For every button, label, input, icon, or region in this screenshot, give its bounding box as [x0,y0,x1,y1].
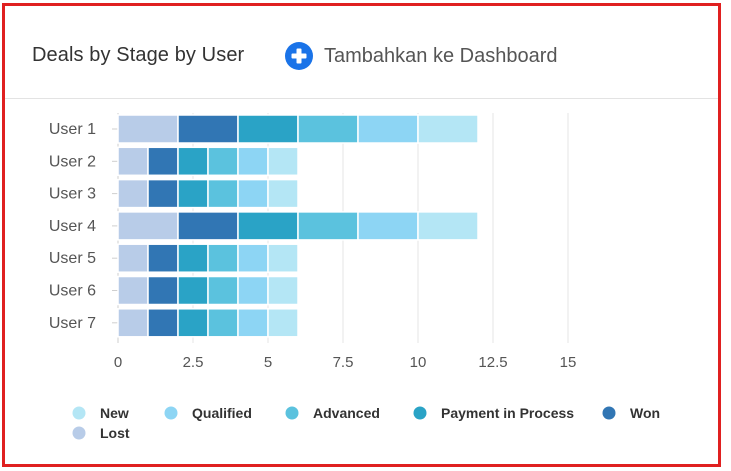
bar-user-5-payment-in-process [177,243,209,273]
x-tick-label-12-5: 12.5 [478,354,507,371]
x-tick-label-10: 10 [410,354,427,371]
bar-user-4-payment-in-process [237,211,299,241]
bar-user-3-lost [117,178,149,209]
bar-user-6-qualified [237,275,269,306]
x-tick-label-7-5: 7.5 [333,354,354,371]
bar-user-1-payment-in-process [237,114,299,144]
legend-swatch-advanced [285,406,299,420]
legend-swatch-payment-in-process [413,406,427,420]
plus-circle-icon [285,42,313,70]
category-label-user-6: User 6 [49,283,96,300]
card-header: Deals by Stage by User Tambahkan ke Dash… [5,6,718,99]
category-label-user-4: User 4 [49,218,96,235]
category-label-user-3: User 3 [49,186,96,203]
bar-user-7-advanced [207,308,239,338]
bar-user-6-payment-in-process [177,275,209,306]
bar-user-7-new [267,308,299,338]
bar-user-1-lost [117,114,179,144]
bar-user-7-qualified [237,308,269,338]
bar-user-2-advanced [207,146,239,177]
add-to-dashboard-label: Tambahkan ke Dashboard [324,44,558,67]
bar-user-5-new [267,243,299,273]
legend-label-qualified: Qualified [192,405,252,421]
legend-swatch-new [72,406,86,420]
legend-swatch-won [602,406,616,420]
bar-user-1-new [417,114,479,144]
bar-user-3-qualified [237,178,269,209]
bar-user-7-won [147,308,179,338]
bar-user-2-won [147,146,179,177]
bar-user-4-lost [117,211,179,241]
legend-label-advanced: Advanced [313,405,380,421]
legend-swatch-lost [72,426,86,440]
bar-user-4-qualified [357,211,419,241]
bar-user-7-lost [117,308,149,338]
bar-user-3-payment-in-process [177,178,209,209]
bar-user-2-lost [117,146,149,177]
add-to-dashboard-button[interactable]: Tambahkan ke Dashboard [285,40,557,72]
bar-user-5-qualified [237,243,269,273]
x-tick-label-15: 15 [560,354,577,371]
bar-user-6-won [147,275,179,306]
bar-user-1-advanced [297,114,359,144]
bar-user-4-new [417,211,479,241]
legend-label-new: New [100,405,129,421]
legend-label-won: Won [630,405,660,421]
chart-title: Deals by Stage by User [32,44,245,66]
bar-user-3-new [267,178,299,209]
category-label-user-5: User 5 [49,250,96,267]
bar-user-5-won [147,243,179,273]
bar-user-2-new [267,146,299,177]
stacked-bar-chart: User 1 User 2 User 3 User 4 User 5 User 6 User… [49,113,660,441]
category-label-user-1: User 1 [49,121,96,138]
bar-user-3-won [147,178,179,209]
x-tick-label-5: 5 [264,354,272,371]
bar-user-1-won [177,114,239,144]
bar-user-6-new [267,275,299,306]
legend-label-lost: Lost [100,425,130,441]
chart-card: Deals by Stage by User Tambahkan ke Dash… [2,3,721,467]
legend-swatch-qualified [164,406,178,420]
bar-user-6-advanced [207,275,239,306]
bar-user-4-won [177,211,239,241]
bar-user-3-advanced [207,178,239,209]
bar-user-7-payment-in-process [177,308,209,338]
bar-user-5-lost [117,243,149,273]
bar-user-5-advanced [207,243,239,273]
bar-user-2-payment-in-process [177,146,209,177]
bar-user-2-qualified [237,146,269,177]
bar-user-6-lost [117,275,149,306]
bar-user-1-qualified [357,114,419,144]
bar-user-4-advanced [297,211,359,241]
category-label-user-7: User 7 [49,315,96,332]
x-tick-label-2-5: 2.5 [183,354,204,371]
x-tick-label-0: 0 [114,354,122,371]
legend-label-payment-in-process: Payment in Process [441,405,574,421]
category-label-user-2: User 2 [49,153,96,170]
